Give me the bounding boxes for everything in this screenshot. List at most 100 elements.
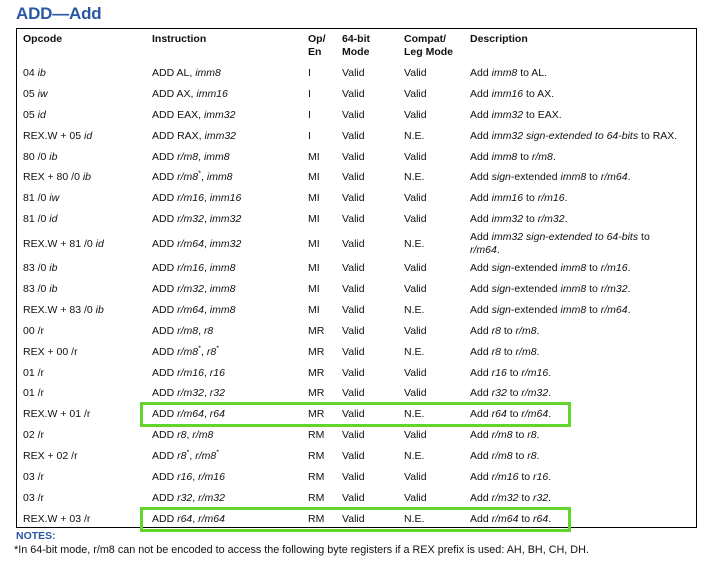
table-row-highlighted: REX.W + 01 /r ADD r/m64, r64 MR Valid N.E. Ad… bbox=[17, 402, 696, 428]
opcode-cell: 03 /r bbox=[23, 470, 45, 483]
op-en-cell: MI bbox=[308, 262, 320, 275]
compat-leg-mode-cell: Valid bbox=[404, 192, 427, 205]
opcode-cell: 81 /0 iw bbox=[23, 192, 60, 205]
instruction-cell: ADD r32, r/m32 bbox=[152, 491, 225, 504]
opcode-cell: REX + 00 /r bbox=[23, 345, 78, 358]
compat-leg-mode-cell: N.E. bbox=[404, 345, 425, 358]
table-row: REX.W + 81 /0 id ADD r/m64, imm32 MI Valid N… bbox=[17, 230, 696, 258]
compat-leg-mode-cell: N.E. bbox=[404, 171, 425, 184]
op-en-cell: MR bbox=[308, 387, 325, 400]
instruction-cell: ADD r/m32, imm32 bbox=[152, 213, 242, 226]
opcode-cell: 81 /0 id bbox=[23, 213, 58, 226]
description-cell: Add r32 to r/m32. bbox=[470, 387, 552, 400]
instruction-cell: ADD AX, imm16 bbox=[152, 87, 228, 100]
compat-leg-mode-cell: Valid bbox=[404, 66, 427, 79]
op-en-cell: MI bbox=[308, 237, 320, 250]
compat-leg-mode-cell: Valid bbox=[404, 108, 427, 121]
description-cell: Add sign-extended imm8 to r/m64. bbox=[470, 303, 631, 316]
op-en-cell: I bbox=[308, 66, 311, 79]
table-row: 81 /0 id ADD r/m32, imm32 MI Valid Valid Add … bbox=[17, 209, 696, 230]
instruction-cell: ADD r8*, r/m8* bbox=[152, 447, 220, 463]
opcode-cell: 05 iw bbox=[23, 87, 48, 100]
compat-leg-mode-cell: Valid bbox=[404, 282, 427, 295]
table-row: REX + 00 /r ADD r/m8*, r8* MR Valid N.E. Add … bbox=[17, 342, 696, 363]
column-header-compat-leg-mode: Compat/ Leg Mode bbox=[404, 33, 453, 58]
table-row: 01 /r ADD r/m32, r32 MR Valid Valid Add r32 t… bbox=[17, 383, 696, 404]
instruction-cell: ADD r/m16, imm8 bbox=[152, 262, 236, 275]
description-cell: Add sign-extended imm8 to r/m64. bbox=[470, 171, 631, 184]
table-row: 02 /r ADD r8, r/m8 RM Valid Valid Add r/m8 to… bbox=[17, 425, 696, 446]
column-header-description: Description bbox=[470, 33, 528, 45]
64bit-mode-cell: Valid bbox=[342, 429, 365, 442]
compat-leg-mode-cell: N.E. bbox=[404, 408, 425, 421]
table-row: REX.W + 83 /0 ib ADD r/m64, imm8 MI Valid N.… bbox=[17, 300, 696, 321]
compat-leg-mode-cell: N.E. bbox=[404, 237, 425, 250]
op-en-cell: MI bbox=[308, 192, 320, 205]
description-cell: Add r8 to r/m8. bbox=[470, 324, 540, 337]
table-row: REX + 80 /0 ib ADD r/m8*, imm8 MI Valid N.E.… bbox=[17, 167, 696, 188]
64bit-mode-cell: Valid bbox=[342, 108, 365, 121]
64bit-mode-cell: Valid bbox=[342, 408, 365, 421]
opcode-cell: REX.W + 83 /0 ib bbox=[23, 303, 104, 316]
op-en-cell: MR bbox=[308, 408, 325, 421]
compat-leg-mode-cell: Valid bbox=[404, 213, 427, 226]
opcode-cell: 05 id bbox=[23, 108, 46, 121]
op-en-cell: RM bbox=[308, 470, 325, 483]
64bit-mode-cell: Valid bbox=[342, 192, 365, 205]
description-cell: Add r/m32 to r32. bbox=[470, 491, 552, 504]
description-cell: Add r/m8 to r8. bbox=[470, 450, 540, 463]
instruction-cell: ADD r/m8, imm8 bbox=[152, 150, 230, 163]
table-row: 03 /r ADD r16, r/m16 RM Valid Valid Add r/m16… bbox=[17, 467, 696, 488]
instruction-cell: ADD r/m16, r16 bbox=[152, 366, 225, 379]
opcode-cell: REX.W + 81 /0 id bbox=[23, 237, 104, 250]
instruction-cell: ADD r8, r/m8 bbox=[152, 429, 214, 442]
op-en-cell: I bbox=[308, 87, 311, 100]
instruction-cell: ADD r/m64, imm8 bbox=[152, 303, 236, 316]
description-cell: Add imm16 to AX. bbox=[470, 87, 555, 100]
table-row: 05 iw ADD AX, imm16 I Valid Valid Add imm16 t… bbox=[17, 84, 696, 105]
compat-leg-mode-cell: Valid bbox=[404, 429, 427, 442]
instruction-cell: ADD r/m8*, r8* bbox=[152, 343, 220, 358]
page-title: ADD—Add bbox=[16, 4, 102, 23]
64bit-mode-cell: Valid bbox=[342, 387, 365, 400]
description-cell: Add imm32 sign-extended to 64-bits to r/m… bbox=[470, 231, 650, 257]
opcode-cell: 83 /0 ib bbox=[23, 282, 58, 295]
table-row: REX + 02 /r ADD r8*, r/m8* RM Valid N.E. Add … bbox=[17, 446, 696, 467]
64bit-mode-cell: Valid bbox=[342, 450, 365, 463]
compat-leg-mode-cell: N.E. bbox=[404, 129, 425, 142]
description-cell: Add r/m16 to r16. bbox=[470, 470, 552, 483]
opcode-cell: REX.W + 01 /r bbox=[23, 408, 91, 421]
opcode-cell: REX + 02 /r bbox=[23, 450, 78, 463]
opcode-cell: 03 /r bbox=[23, 491, 45, 504]
description-cell: Add r/m64 to r64. bbox=[470, 512, 552, 525]
64bit-mode-cell: Valid bbox=[342, 512, 365, 525]
compat-leg-mode-cell: Valid bbox=[404, 150, 427, 163]
64bit-mode-cell: Valid bbox=[342, 129, 365, 142]
opcode-cell: 00 /r bbox=[23, 324, 45, 337]
64bit-mode-cell: Valid bbox=[342, 491, 365, 504]
opcode-cell: 01 /r bbox=[23, 387, 45, 400]
instruction-cell: ADD r/m8, r8 bbox=[152, 324, 214, 337]
op-en-cell: MR bbox=[308, 345, 325, 358]
64bit-mode-cell: Valid bbox=[342, 213, 365, 226]
column-header-opcode: Opcode bbox=[23, 33, 63, 45]
opcode-cell: 01 /r bbox=[23, 366, 45, 379]
op-en-cell: I bbox=[308, 129, 311, 142]
instruction-cell: ADD r16, r/m16 bbox=[152, 470, 225, 483]
instruction-cell: ADD r/m16, imm16 bbox=[152, 192, 242, 205]
64bit-mode-cell: Valid bbox=[342, 262, 365, 275]
64bit-mode-cell: Valid bbox=[342, 282, 365, 295]
64bit-mode-cell: Valid bbox=[342, 303, 365, 316]
description-cell: Add imm8 to r/m8. bbox=[470, 150, 556, 163]
instruction-cell: ADD RAX, imm32 bbox=[152, 129, 237, 142]
op-en-cell: RM bbox=[308, 491, 325, 504]
64bit-mode-cell: Valid bbox=[342, 87, 365, 100]
description-cell: Add sign-extended imm8 to r/m16. bbox=[470, 262, 631, 275]
table-row-highlighted: REX.W + 03 /r ADD r64, r/m64 RM Valid N.E. Ad… bbox=[17, 506, 696, 532]
description-cell: Add imm32 to r/m32. bbox=[470, 213, 568, 226]
instruction-cell: ADD r64, r/m64 bbox=[152, 512, 225, 525]
op-en-cell: RM bbox=[308, 512, 325, 525]
compat-leg-mode-cell: Valid bbox=[404, 387, 427, 400]
table-row: 03 /r ADD r32, r/m32 RM Valid Valid Add r/m32… bbox=[17, 488, 696, 509]
table-row: 83 /0 ib ADD r/m32, imm8 MI Valid Valid Add s… bbox=[17, 279, 696, 300]
